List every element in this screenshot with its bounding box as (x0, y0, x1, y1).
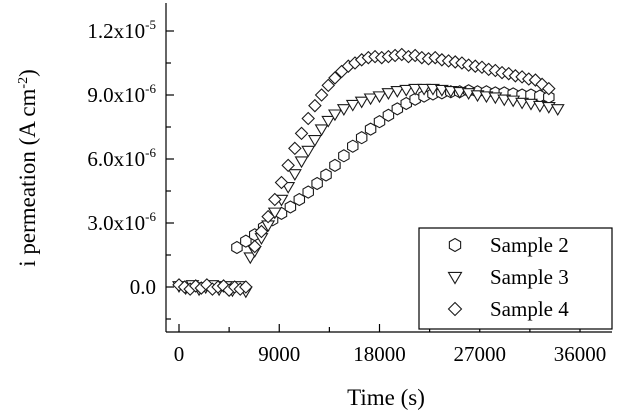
data-point (434, 84, 449, 97)
legend-marker (447, 271, 463, 285)
data-point (274, 175, 289, 190)
data-point (267, 207, 282, 220)
y-axis-title-close: ) (15, 69, 40, 77)
y-axis-title-main: i permeation (A cm (15, 88, 40, 266)
data-point (327, 109, 342, 122)
data-point (288, 141, 302, 156)
data-point (363, 93, 378, 106)
data-point (381, 88, 396, 100)
data-point (390, 85, 405, 98)
legend: Sample 2 Sample 3 Sample 4 (418, 227, 613, 330)
x-tick-label: 36000 (554, 342, 607, 366)
data-point (321, 78, 336, 93)
x-tick-label: 27000 (454, 342, 507, 366)
data-point (268, 192, 282, 207)
data-point (497, 94, 512, 107)
series-sample-4 (172, 47, 556, 297)
x-axis: 0 9000 18000 27000 36000 (174, 324, 607, 366)
data-point (321, 115, 336, 128)
data-point (311, 176, 323, 191)
data-point (542, 81, 556, 96)
data-point (515, 97, 530, 110)
legend-label: Sample 3 (490, 265, 569, 289)
series-layer (172, 47, 565, 299)
data-point (254, 224, 269, 239)
data-point (301, 111, 315, 126)
x-tick-label: 18000 (353, 342, 406, 366)
y-tick-label: 9.0x10-6 (87, 81, 156, 107)
x-tick-label: 0 (174, 342, 185, 366)
data-point (314, 88, 329, 102)
legend-label: Sample 4 (490, 297, 569, 321)
legend-label: Sample 2 (490, 233, 569, 257)
data-point (320, 168, 332, 182)
data-point (347, 139, 359, 153)
y-axis-title: i permeation (A cm-2) (15, 69, 40, 267)
data-point (470, 90, 485, 103)
data-point (239, 280, 253, 294)
data-point (247, 239, 262, 254)
series-sample-2 (231, 84, 555, 255)
legend-marker (448, 237, 462, 253)
y-axis-title-sup: -2 (16, 77, 31, 89)
data-point (532, 100, 547, 113)
data-point (338, 149, 350, 163)
data-point (314, 124, 329, 137)
data-point (328, 71, 342, 85)
y-tick-label: 6.0x10-6 (87, 145, 156, 171)
y-tick-label: 1.2x10-5 (87, 17, 156, 43)
data-point (408, 83, 423, 96)
data-point (345, 99, 360, 112)
data-point (243, 252, 258, 265)
data-point (417, 83, 432, 96)
y-tick-label: 0.0 (130, 275, 156, 299)
data-point (287, 169, 302, 182)
y-tick-label: 3.0x10-6 (87, 209, 156, 235)
plot-area (165, 3, 612, 333)
data-point (261, 209, 275, 224)
data-point (354, 96, 369, 109)
x-tick-label: 9000 (258, 342, 300, 366)
data-point (336, 104, 351, 116)
data-point (399, 84, 414, 97)
data-point (308, 98, 322, 113)
data-point (372, 91, 387, 104)
data-point (302, 185, 314, 199)
data-point (355, 131, 368, 145)
data-point (294, 126, 309, 141)
data-point (301, 145, 316, 158)
data-point (294, 156, 309, 169)
data-point (479, 91, 494, 104)
data-point (329, 158, 341, 173)
data-point (452, 87, 467, 99)
data-point (307, 135, 322, 147)
data-point (426, 83, 440, 96)
data-point (550, 104, 565, 116)
y-axis: 0.0 3.0x10-6 6.0x10-6 9.0x10-6 1.2x10-5 (87, 17, 174, 320)
data-point (443, 85, 458, 98)
data-point (281, 158, 295, 173)
x-axis-title: Time (s) (347, 385, 425, 410)
legend-marker (447, 301, 463, 317)
